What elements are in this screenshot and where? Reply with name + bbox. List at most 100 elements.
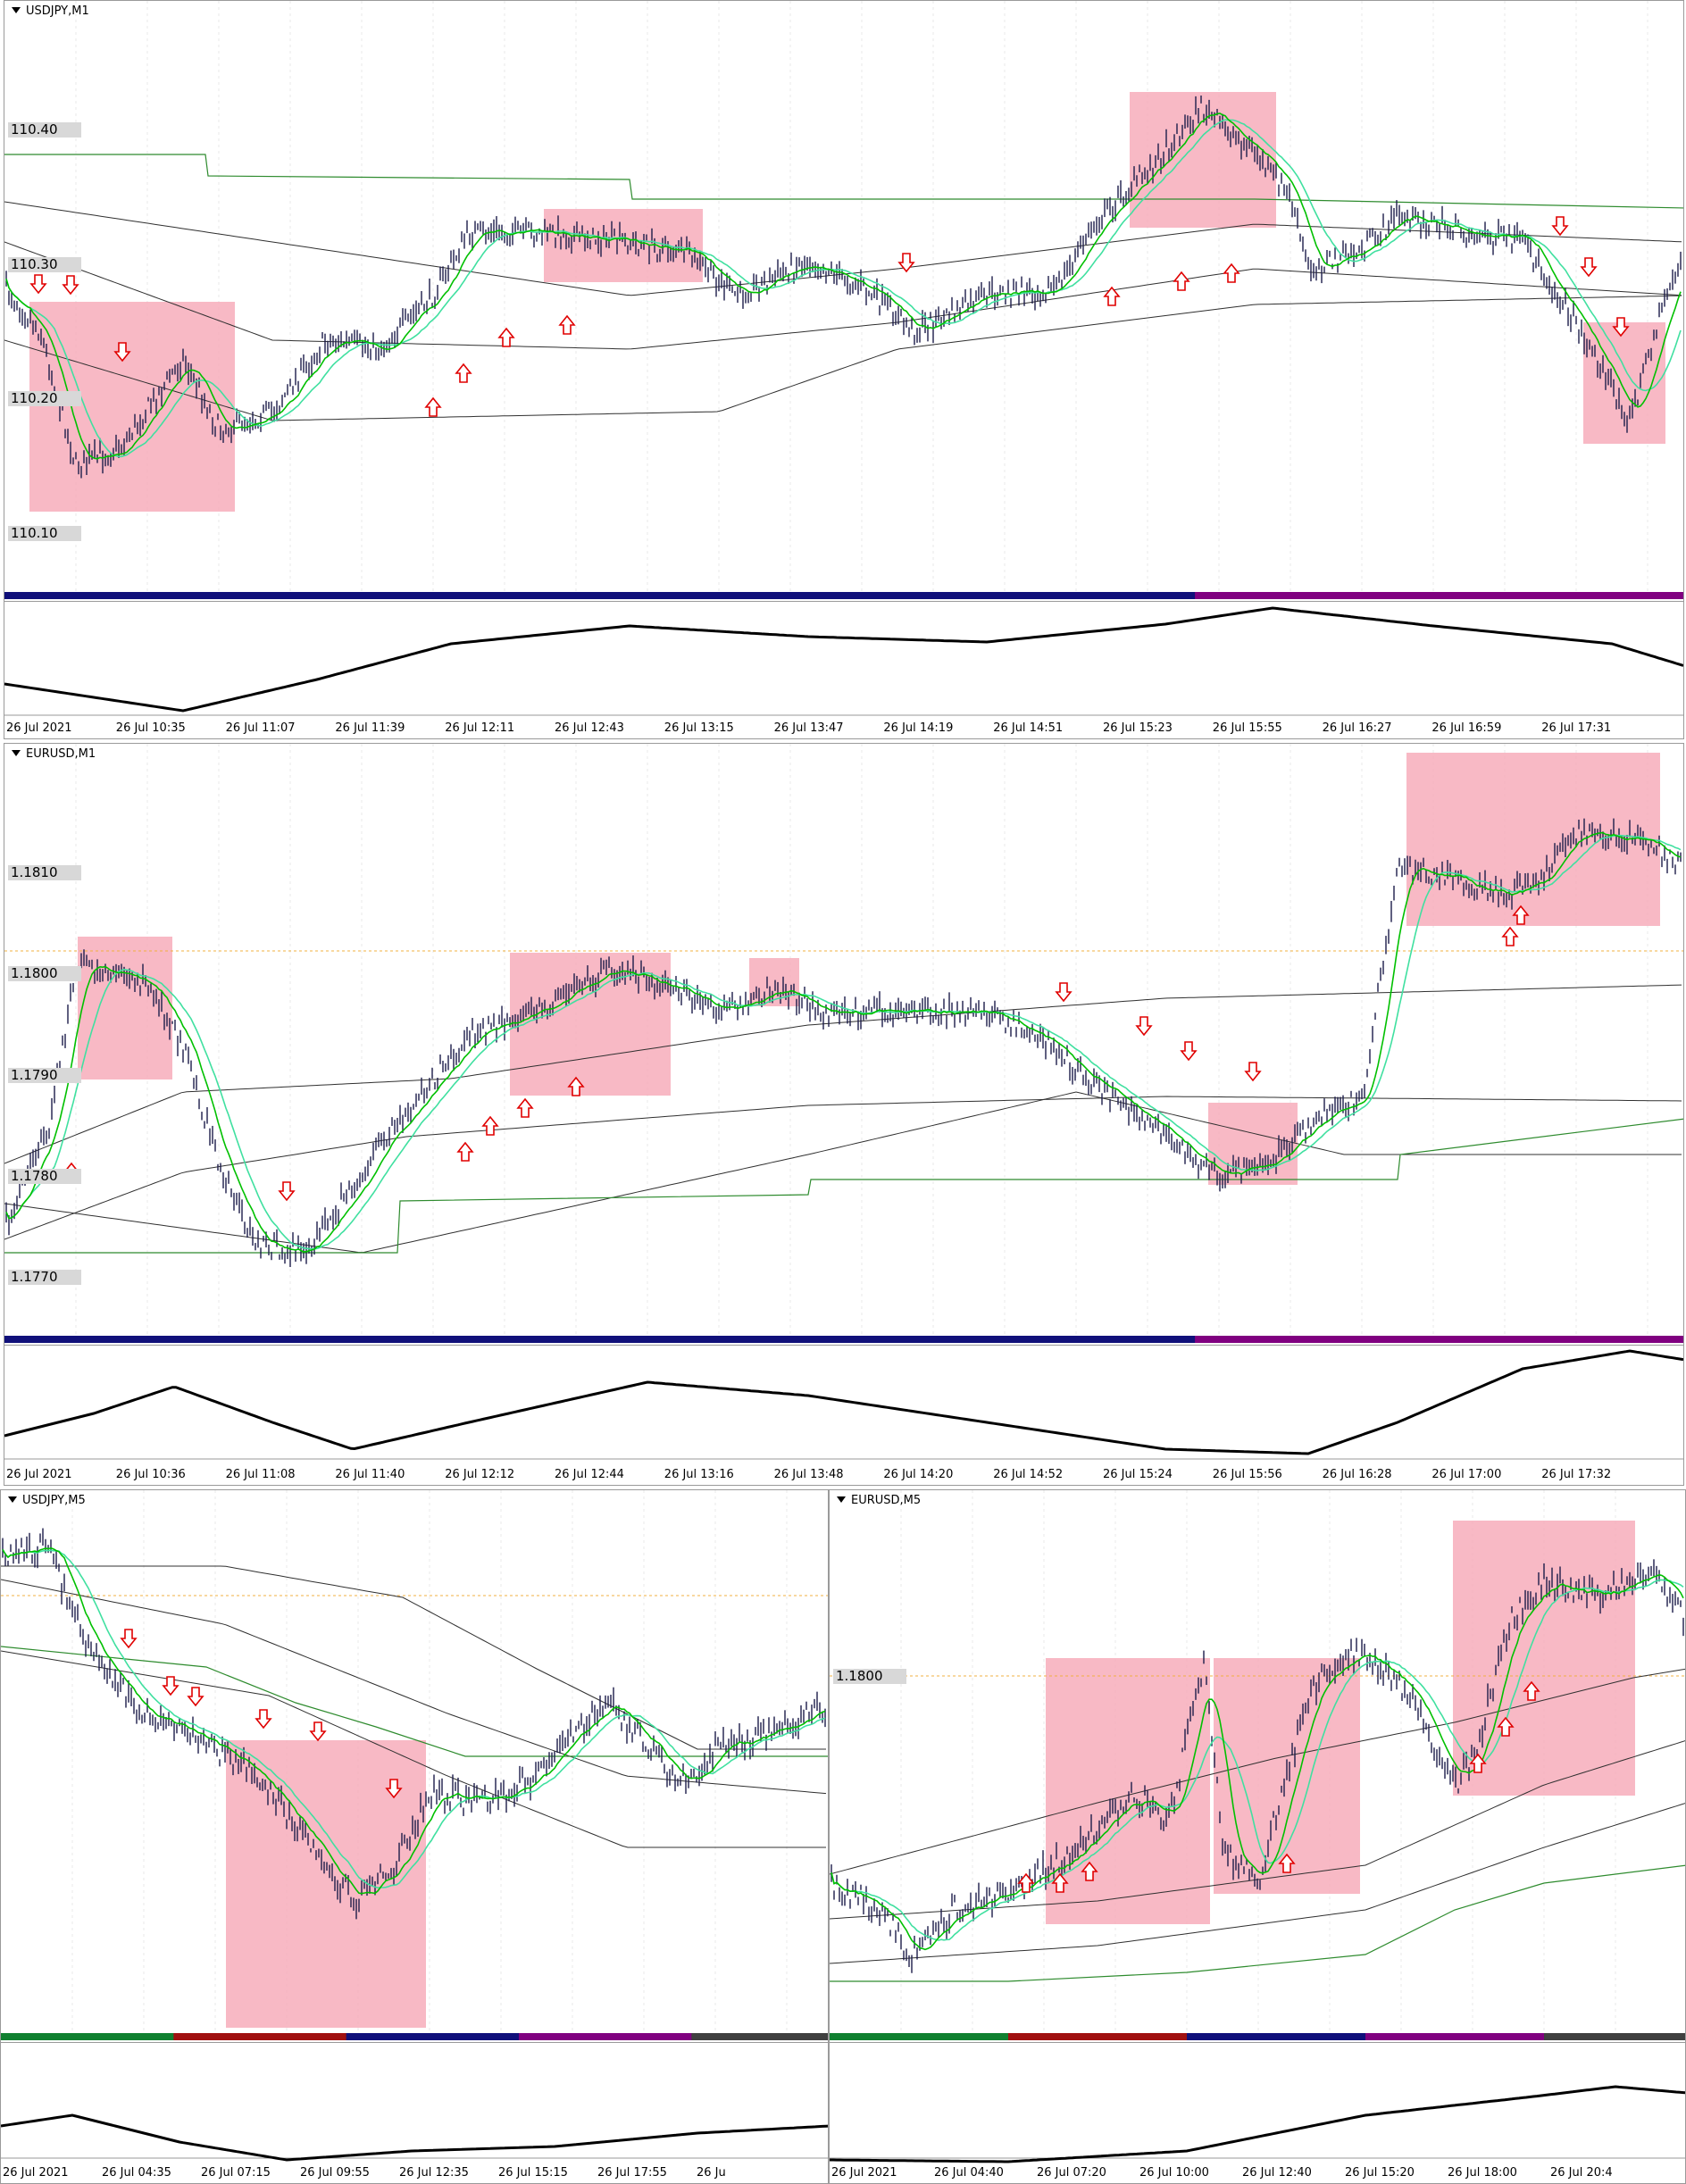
chart-window-usdjpy-m5[interactable]: USDJPY,M5 26 Jul 2021 26 Jul 04:35 26 Jul …	[0, 1489, 829, 2184]
strip-segment	[1508, 2033, 1545, 2040]
time-axis-label: 26 Jul 2021	[6, 1468, 72, 1481]
arrow-down-icon	[1551, 216, 1569, 237]
time-axis-label: 26 Jul 2021	[6, 721, 72, 735]
time-axis-label: 26 Jul 13:16	[664, 1468, 734, 1481]
price-axis-label: 110.40	[8, 122, 81, 138]
window-menu-icon[interactable]	[12, 750, 21, 756]
price-axis-label: 1.1780	[8, 1168, 81, 1184]
step-line	[4, 1118, 1683, 1254]
signal-arrows	[120, 1629, 403, 1799]
arrow-down-icon	[162, 1676, 179, 1696]
strip-segment	[656, 2033, 693, 2040]
strip-segment	[415, 2033, 451, 2040]
time-axis-label: 26 Jul 2021	[3, 2166, 69, 2180]
strip-segment	[984, 1336, 1056, 1343]
strip-segment	[214, 592, 286, 599]
envelope-bands	[4, 201, 1682, 421]
strip-segment	[74, 1336, 146, 1343]
arrow-up-icon	[558, 314, 576, 335]
strip-segment	[914, 1336, 986, 1343]
strip-segment	[214, 1336, 286, 1343]
time-axis-label: 26 Jul 07:15	[201, 2166, 271, 2180]
time-axis-label: 26 Jul 11:40	[335, 1468, 405, 1481]
ma-fast-line	[5, 831, 1682, 1253]
chart-window-eurusd-m1[interactable]: EURUSD,M1 1.1810 1.1800 1.1790 1.1780 1.1770…	[4, 743, 1684, 1486]
ma-slow-line	[2, 1549, 826, 1889]
chart-window-eurusd-m5[interactable]: EURUSD,M5 1.1800 26 Jul 2021 26 Jul 04:40 2…	[829, 1489, 1686, 2184]
strip-segment	[845, 1336, 916, 1343]
strip-segment	[760, 2033, 797, 2040]
band-line	[830, 1803, 1685, 1964]
time-axis-label: 26 Ju	[697, 2166, 726, 2180]
highlight-box	[29, 302, 235, 512]
window-menu-icon[interactable]	[8, 1496, 17, 1503]
time-axis-label: 26 Jul 13:15	[664, 721, 734, 735]
time-axis-label: 26 Jul 15:56	[1212, 1468, 1282, 1481]
arrow-down-icon	[1244, 1062, 1262, 1082]
arrow-down-icon	[29, 274, 47, 295]
ma-fast-line	[2, 1546, 826, 1895]
strip-segment	[1195, 1336, 1266, 1343]
price-chart[interactable]	[4, 744, 1684, 1486]
strip-segment	[622, 2033, 658, 2040]
price-axis-label: 110.10	[8, 526, 81, 541]
indicator-pane	[830, 2042, 1685, 2159]
strip-segment	[795, 2033, 828, 2040]
arrow-up-icon	[481, 1115, 499, 1136]
strip-segment	[1, 2033, 37, 2040]
strip-segment	[774, 1336, 846, 1343]
price-chart[interactable]	[4, 1, 1684, 739]
strip-segment	[553, 2033, 589, 2040]
time-axis-label: 26 Jul 12:40	[1242, 2166, 1312, 2180]
price-chart[interactable]	[1, 1490, 829, 2184]
strip-segment	[277, 2033, 313, 2040]
strip-segment	[519, 2033, 555, 2040]
chart-window-usdjpy-m1[interactable]: USDJPY,M1 110.40 110.30 110.20 110.10 26 Jul…	[4, 0, 1684, 739]
highlight-boxes	[78, 753, 1660, 1185]
strip-segment	[1437, 2033, 1473, 2040]
time-axis-label: 26 Jul 15:15	[498, 2166, 568, 2180]
time-axis-label: 26 Jul 10:36	[115, 1468, 186, 1481]
ma-fast-line	[830, 1573, 1684, 1951]
band-line	[1, 1650, 826, 1848]
arrow-down-icon	[897, 253, 915, 273]
strip-segment	[484, 2033, 520, 2040]
arrow-up-icon	[1017, 1872, 1035, 1893]
time-axis-label: 26 Jul 12:11	[445, 721, 515, 735]
strip-segment	[70, 2033, 105, 2040]
ma-slow-line	[830, 1579, 1684, 1941]
price-axis-label: 1.1790	[8, 1067, 81, 1083]
time-axis-label: 26 Jul 11:08	[225, 1468, 296, 1481]
highlight-box	[749, 958, 799, 1006]
arrow-down-icon	[1580, 257, 1598, 278]
strip-segment	[242, 2033, 279, 2040]
arrow-up-icon	[1497, 1716, 1515, 1737]
signal-arrows	[29, 216, 1630, 417]
arrow-up-icon	[1278, 1853, 1296, 1873]
envelope-bands	[4, 984, 1682, 1254]
strip-segment	[1334, 592, 1406, 599]
arrow-up-icon	[424, 396, 442, 417]
arrow-down-icon	[1180, 1041, 1198, 1062]
strip-segment	[1405, 1336, 1476, 1343]
arrow-up-icon	[1081, 1861, 1098, 1881]
window-menu-icon[interactable]	[12, 7, 21, 13]
strip-segment	[144, 592, 216, 599]
price-chart[interactable]	[830, 1490, 1686, 2184]
arrow-up-icon	[1501, 926, 1519, 946]
arrow-down-icon	[278, 1181, 296, 1202]
highlight-boxes	[29, 92, 1665, 512]
arrow-up-icon	[1103, 286, 1121, 306]
window-menu-icon[interactable]	[837, 1496, 846, 1503]
strip-segment	[865, 2033, 902, 2040]
time-axis-label: 26 Jul 10:35	[115, 721, 186, 735]
time-axis-label: 26 Jul 14:19	[883, 721, 954, 735]
strip-segment	[705, 592, 776, 599]
arrow-up-icon	[516, 1097, 534, 1118]
arrow-up-icon	[1512, 904, 1530, 925]
step-line	[4, 154, 1683, 209]
arrow-up-icon	[567, 1076, 585, 1096]
band-line	[4, 1096, 1682, 1240]
strip-segment	[1187, 2033, 1223, 2040]
strip-segment	[1615, 2033, 1652, 2040]
